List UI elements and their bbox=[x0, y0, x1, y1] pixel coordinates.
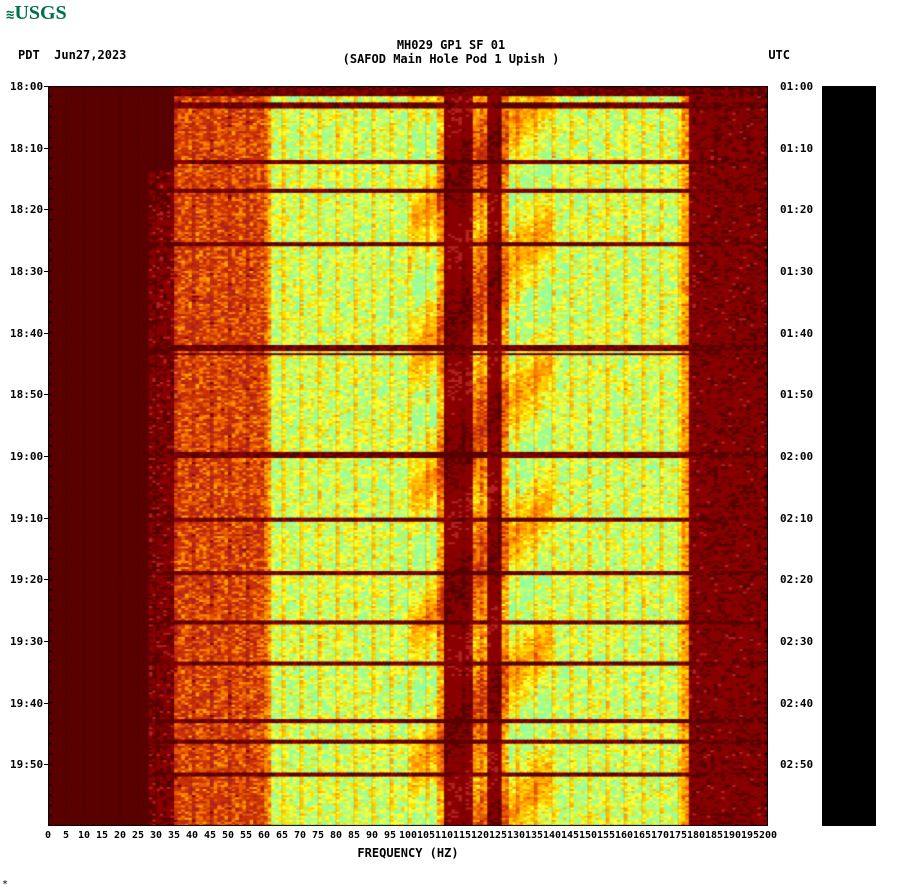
y-left-tick: 18:10 bbox=[10, 142, 43, 155]
x-tick: 130 bbox=[507, 830, 525, 841]
x-tick: 135 bbox=[525, 830, 543, 841]
x-tick: 10 bbox=[78, 830, 90, 841]
x-tick: 115 bbox=[453, 830, 471, 841]
y-right-tick: 01:20 bbox=[780, 203, 813, 216]
x-tick: 50 bbox=[222, 830, 234, 841]
x-tick: 65 bbox=[276, 830, 288, 841]
y-left-tick: 19:10 bbox=[10, 512, 43, 525]
x-tick: 45 bbox=[204, 830, 216, 841]
x-tick: 140 bbox=[543, 830, 561, 841]
x-tick: 145 bbox=[561, 830, 579, 841]
x-tick: 75 bbox=[312, 830, 324, 841]
x-tick: 150 bbox=[579, 830, 597, 841]
y-right-tick: 02:00 bbox=[780, 450, 813, 463]
y-left-tick: 19:30 bbox=[10, 635, 43, 648]
title-line2: (SAFOD Main Hole Pod 1 Upish ) bbox=[0, 52, 902, 66]
x-tick: 195 bbox=[741, 830, 759, 841]
x-tick: 95 bbox=[384, 830, 396, 841]
y-right-tick: 02:20 bbox=[780, 573, 813, 586]
y-right-tick: 01:40 bbox=[780, 327, 813, 340]
y-left-tick: 18:00 bbox=[10, 80, 43, 93]
x-tick: 180 bbox=[687, 830, 705, 841]
x-tick: 125 bbox=[489, 830, 507, 841]
spectrogram-plot bbox=[48, 86, 768, 826]
y-right-tick: 01:10 bbox=[780, 142, 813, 155]
spectrogram-canvas bbox=[48, 86, 768, 826]
y-left-tick: 18:30 bbox=[10, 265, 43, 278]
y-left-tick: 19:40 bbox=[10, 697, 43, 710]
y-right-tick: 01:30 bbox=[780, 265, 813, 278]
y-right-tick: 01:00 bbox=[780, 80, 813, 93]
x-tick: 200 bbox=[759, 830, 777, 841]
x-tick: 120 bbox=[471, 830, 489, 841]
x-tick: 85 bbox=[348, 830, 360, 841]
y-right-tick: 02:50 bbox=[780, 758, 813, 771]
x-tick: 30 bbox=[150, 830, 162, 841]
footer-mark: * bbox=[2, 879, 8, 890]
right-timezone-label: UTC bbox=[768, 48, 790, 62]
x-tick: 60 bbox=[258, 830, 270, 841]
x-tick: 105 bbox=[417, 830, 435, 841]
x-tick: 160 bbox=[615, 830, 633, 841]
x-tick: 40 bbox=[186, 830, 198, 841]
x-tick: 110 bbox=[435, 830, 453, 841]
x-tick: 15 bbox=[96, 830, 108, 841]
chart-title: MH029 GP1 SF 01 (SAFOD Main Hole Pod 1 U… bbox=[0, 38, 902, 66]
y-left-tick: 19:00 bbox=[10, 450, 43, 463]
y-left-tick: 19:50 bbox=[10, 758, 43, 771]
x-tick: 185 bbox=[705, 830, 723, 841]
x-tick: 70 bbox=[294, 830, 306, 841]
title-line1: MH029 GP1 SF 01 bbox=[0, 38, 902, 52]
x-tick: 55 bbox=[240, 830, 252, 841]
x-tick: 35 bbox=[168, 830, 180, 841]
x-tick: 190 bbox=[723, 830, 741, 841]
x-tick: 20 bbox=[114, 830, 126, 841]
x-tick: 80 bbox=[330, 830, 342, 841]
x-tick: 90 bbox=[366, 830, 378, 841]
x-tick: 165 bbox=[633, 830, 651, 841]
x-tick: 155 bbox=[597, 830, 615, 841]
x-tick: 170 bbox=[651, 830, 669, 841]
x-tick: 0 bbox=[45, 830, 51, 841]
x-tick: 100 bbox=[399, 830, 417, 841]
y-left-tick: 18:20 bbox=[10, 203, 43, 216]
colorbar bbox=[822, 86, 876, 826]
y-right-tick: 01:50 bbox=[780, 388, 813, 401]
logo-text: USGS bbox=[14, 2, 66, 24]
y-left-tick: 18:40 bbox=[10, 327, 43, 340]
y-left-tick: 19:20 bbox=[10, 573, 43, 586]
x-tick: 25 bbox=[132, 830, 144, 841]
x-axis-title: FREQUENCY (HZ) bbox=[48, 846, 768, 860]
y-left-tick: 18:50 bbox=[10, 388, 43, 401]
usgs-logo: ≋USGS bbox=[6, 2, 67, 25]
y-right-tick: 02:10 bbox=[780, 512, 813, 525]
y-right-tick: 02:30 bbox=[780, 635, 813, 648]
x-tick: 175 bbox=[669, 830, 687, 841]
y-right-tick: 02:40 bbox=[780, 697, 813, 710]
x-tick: 5 bbox=[63, 830, 69, 841]
